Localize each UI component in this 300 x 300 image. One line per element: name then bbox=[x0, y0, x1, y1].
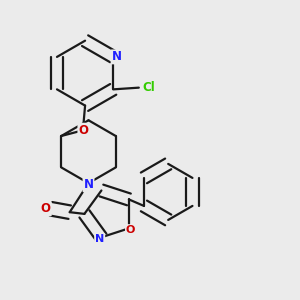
Text: O: O bbox=[41, 202, 51, 215]
Text: Cl: Cl bbox=[142, 81, 155, 94]
Text: N: N bbox=[112, 50, 122, 63]
Text: N: N bbox=[83, 178, 94, 191]
Text: O: O bbox=[78, 124, 88, 137]
Text: N: N bbox=[95, 234, 104, 244]
Text: O: O bbox=[126, 225, 135, 235]
